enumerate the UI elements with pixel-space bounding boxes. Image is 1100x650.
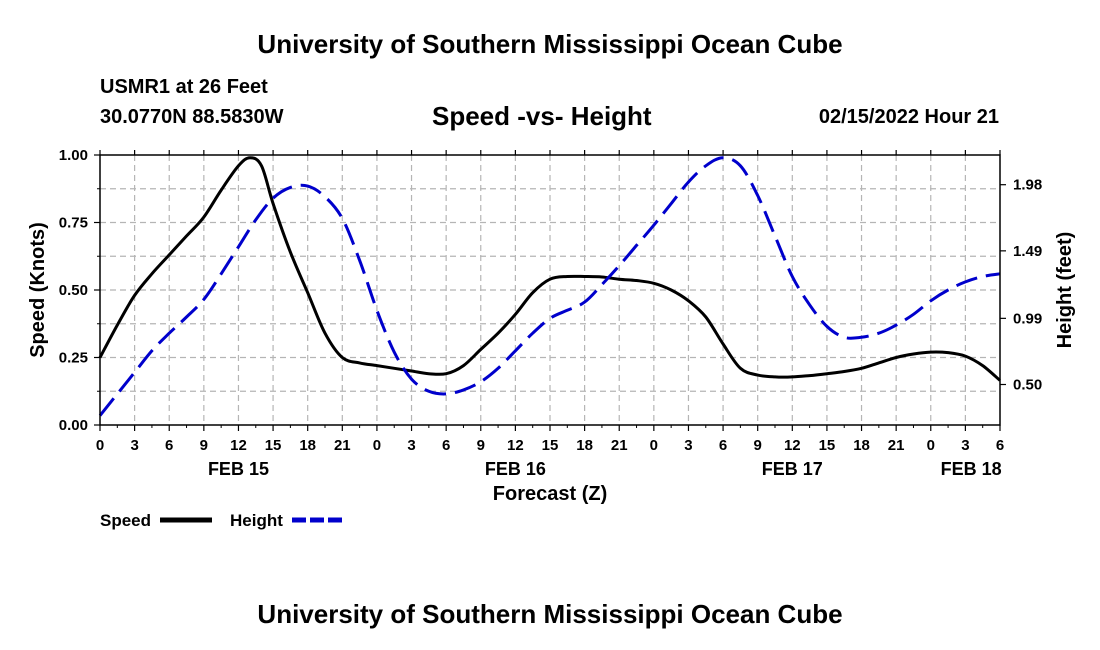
speed-series-line [98,156,1001,382]
x-tick-label: 12 [230,437,247,454]
y2-tick-label: 1.98 [1013,177,1042,194]
y-tick-label: 0.25 [59,350,88,367]
x-tick-label: 3 [130,437,138,454]
x-tick-label: 3 [407,437,415,454]
x-tick-label: 3 [684,437,692,454]
x-tick-label: 12 [507,437,524,454]
y2-tick-label: 1.49 [1013,243,1042,260]
x-tick-label: 18 [576,437,593,454]
x-tick-label: 9 [754,437,762,454]
date-label: FEB 17 [762,459,823,479]
y-tick-label: 1.00 [59,147,88,164]
y-tick-label: 0.00 [59,417,88,434]
x-tick-label: 15 [542,437,559,454]
x-tick-label: 6 [165,437,173,454]
x-tick-label: 21 [888,437,905,454]
x-axis-label: Forecast (Z) [493,483,607,505]
x-tick-label: 15 [265,437,282,454]
y-axis-label: Speed (Knots) [27,222,49,358]
y2-tick-label: 0.99 [1013,310,1042,327]
chart-grid [100,155,1000,425]
chart-subtitle: Speed -vs- Height [432,101,652,131]
x-tick-label: 9 [200,437,208,454]
x-tick-label: 0 [373,437,381,454]
date-label: FEB 15 [208,459,269,479]
x-tick-label: 3 [961,437,969,454]
x-tick-label: 0 [96,437,104,454]
page-title: University of Southern Mississippi Ocean… [257,29,843,59]
date-label: FEB 18 [941,459,1002,479]
x-tick-label: 6 [719,437,727,454]
x-tick-label: 21 [611,437,628,454]
x-tick-label: 0 [927,437,935,454]
chart-axes: 0 3 6 9 12 15 18 21 0 3 6 9 12 15 18 21 0 3 6 9 12 15 18 21 0 3 6 0… [59,147,1042,479]
chart-series [98,156,1001,417]
x-tick-label: 12 [784,437,801,454]
x-tick-label: 18 [853,437,870,454]
x-tick-label: 6 [996,437,1004,454]
station-label: USMR1 at 26 Feet [100,76,268,98]
x-tick-label: 21 [334,437,351,454]
y-tick-label: 0.50 [59,282,88,299]
datetime-label: 02/15/2022 Hour 21 [818,106,999,128]
y-tick-label: 0.75 [59,215,88,232]
y2-axis-label: Height (feet) [1054,232,1076,349]
height-series-line [98,156,1001,417]
x-tick-label: 9 [477,437,485,454]
x-tick-label: 15 [819,437,836,454]
x-tick-label: 0 [650,437,658,454]
x-tick-label: 18 [299,437,316,454]
footer-title: University of Southern Mississippi Ocean… [257,599,843,629]
legend-label-height: Height [230,511,283,530]
y2-tick-label: 0.50 [1013,377,1042,394]
x-tick-label: 6 [442,437,450,454]
speed-height-chart: 0 3 6 9 12 15 18 21 0 3 6 9 12 15 18 21 0 3 6 9 12 15 18 21 0 3 6 0… [27,147,1076,530]
coordinates-label: 30.0770N 88.5830W [100,106,284,128]
chart-legend: Speed Height [100,511,344,530]
legend-label-speed: Speed [100,511,151,530]
date-label: FEB 16 [485,459,546,479]
